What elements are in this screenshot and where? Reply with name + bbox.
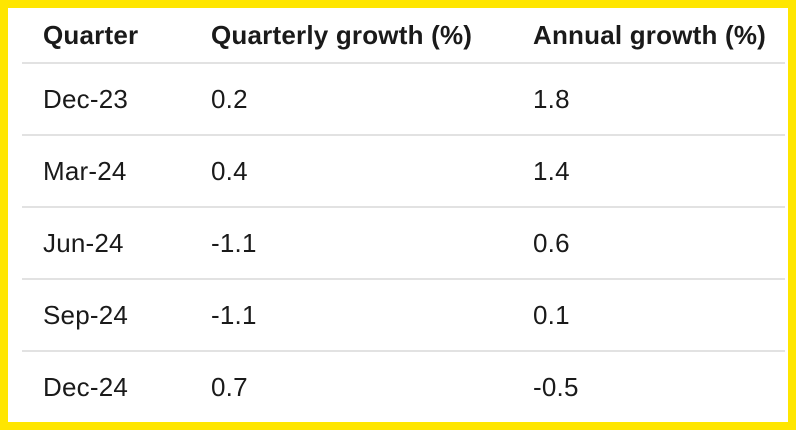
quarterly-growth-cell: 0.4 [211, 155, 248, 186]
annual-growth-cell: 1.4 [533, 155, 570, 186]
table-row: Mar-24 0.4 1.4 [22, 134, 785, 206]
annual-growth-cell: 1.8 [533, 83, 570, 114]
quarterly-growth-cell: 0.2 [211, 83, 248, 114]
quarter-cell: Sep-24 [43, 299, 129, 330]
table-row: Jun-24 -1.1 0.6 [22, 206, 785, 278]
quarter-cell: Mar-24 [43, 155, 127, 186]
table-header-row: Quarter Quarterly growth (%) Annual growth… [22, 8, 785, 62]
quarterly-growth-cell: -1.1 [211, 299, 257, 330]
column-header: Quarterly growth (%) [211, 19, 473, 50]
annual-growth-cell: 0.1 [533, 299, 570, 330]
quarterly-growth-cell: -1.1 [211, 227, 257, 258]
annual-growth-cell: -0.5 [533, 371, 579, 402]
quarter-cell: Jun-24 [43, 227, 124, 258]
growth-table: Quarter Quarterly growth (%) Annual growth… [22, 8, 785, 422]
table-row: Sep-24 -1.1 0.1 [22, 278, 785, 350]
column-header: Annual growth (%) [533, 19, 767, 50]
quarter-cell: Dec-24 [43, 371, 129, 402]
table-row: Dec-23 0.2 1.8 [22, 62, 785, 134]
quarterly-growth-cell: 0.7 [211, 371, 248, 402]
quarter-cell: Dec-23 [43, 83, 129, 114]
column-header: Quarter [43, 19, 139, 50]
annual-growth-cell: 0.6 [533, 227, 570, 258]
table-row: Dec-24 0.7 -0.5 [22, 350, 785, 422]
